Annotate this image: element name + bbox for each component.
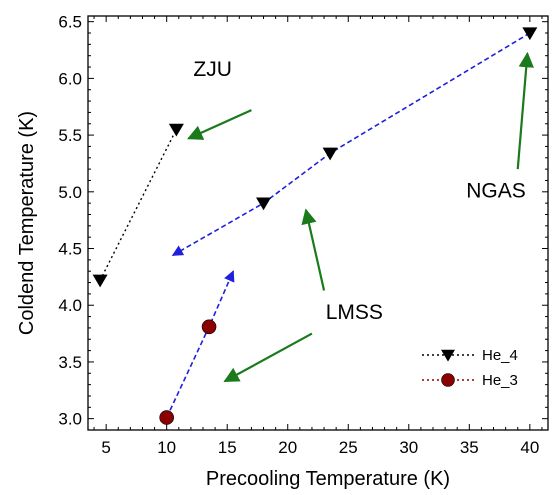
x-tick-label: 15: [218, 438, 237, 457]
y-axis-title: Coldend Temperature (K): [16, 111, 38, 335]
annotation-label-lmss: LMSS: [326, 301, 383, 324]
x-tick-label: 35: [460, 438, 479, 457]
legend: He_4 He_3: [422, 347, 518, 389]
x-tick-label: 25: [339, 438, 358, 457]
data-point-He_4: [256, 197, 272, 211]
annotation-label-zju: ZJU: [193, 58, 232, 81]
y-tick-label: 3.5: [58, 353, 82, 372]
y-tick-label: 5.5: [58, 126, 82, 145]
trend-line-3: [165, 270, 235, 418]
data-point-He_4: [522, 27, 538, 41]
data-point-He_3: [159, 410, 174, 425]
axes: 5 10 15 20 25 30 35 40 3.0 3.5 4.0 4.5 5.0 5.5 6.0 6.5 P…: [16, 13, 549, 490]
y-tick-label: 6.0: [58, 69, 82, 88]
x-tick-label: 40: [520, 438, 539, 457]
y-tick-label: 4.0: [58, 296, 82, 315]
legend-marker-He_4: [441, 349, 455, 362]
data-point-He_3: [201, 319, 217, 335]
annotation-arrow-1: [187, 109, 252, 140]
y-tick-label: 6.5: [58, 13, 82, 32]
y-tick-label: 4.5: [58, 240, 82, 259]
x-axis-title: Precooling Temperature (K): [206, 468, 450, 490]
trend-line-1: [99, 129, 177, 281]
annotation-layer: ZJU NGAS LMSS: [187, 51, 534, 383]
data-point-He_4: [92, 274, 108, 288]
series-layer: [92, 27, 538, 425]
plot-frame: [87, 15, 549, 431]
annotation-arrow-4: [223, 332, 313, 383]
data-point-He_4: [322, 147, 338, 161]
annotation-label-ngas: NGAS: [466, 179, 526, 202]
legend-marker-He_3: [441, 373, 455, 387]
x-tick-label: 5: [101, 438, 110, 457]
y-tick-label: 3.0: [58, 410, 82, 429]
x-tick-label: 10: [157, 438, 176, 457]
annotation-arrow-2: [516, 51, 534, 170]
legend-label-He_4: He_4: [482, 347, 518, 364]
legend-label-He_3: He_3: [482, 372, 518, 389]
annotation-arrow-3: [301, 208, 326, 291]
y-tick-label: 5.0: [58, 183, 82, 202]
x-tick-label: 30: [399, 438, 418, 457]
trend-line-2: [171, 32, 531, 257]
data-point-He_4: [168, 123, 184, 137]
x-tick-label: 20: [278, 438, 297, 457]
